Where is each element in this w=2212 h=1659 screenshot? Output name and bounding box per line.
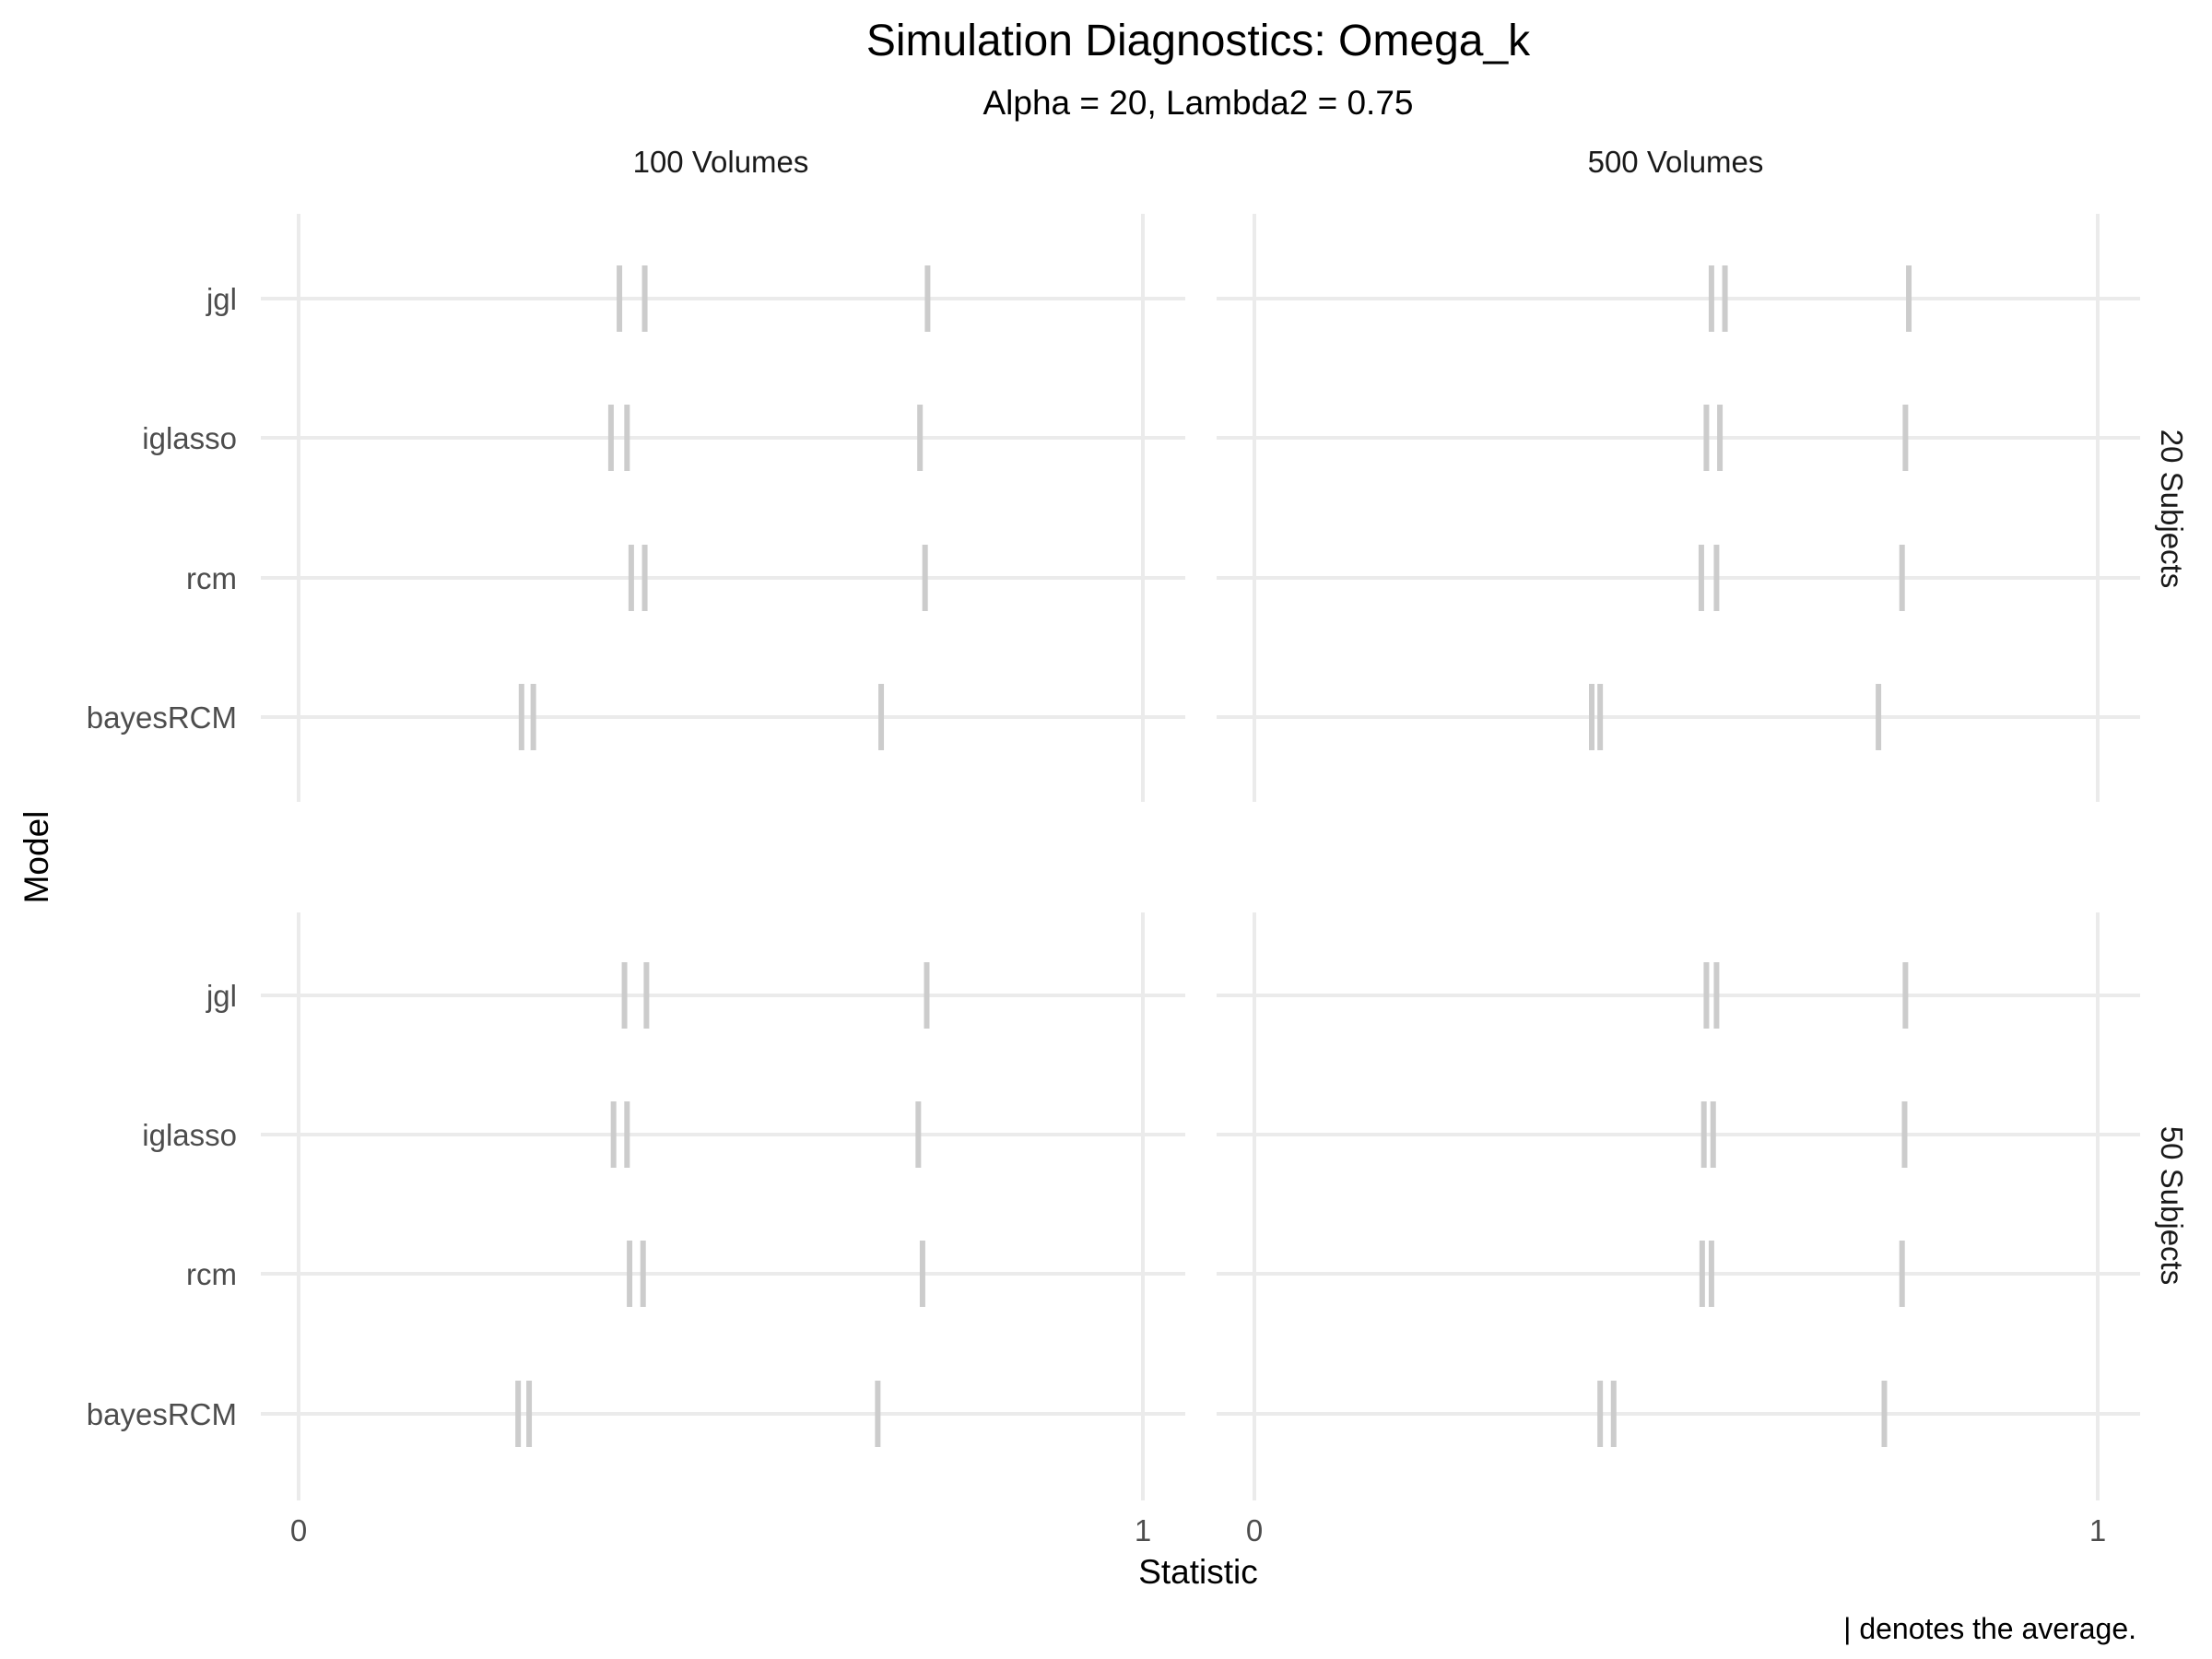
y-tick-label: rcm [186, 561, 237, 595]
x-tick-label: 0 [290, 1513, 307, 1547]
x-axis-label: Statistic [1138, 1553, 1258, 1591]
strip-label-col-0: 100 Volumes [633, 145, 809, 179]
y-tick-label: jgl [206, 979, 237, 1013]
facet-panels: jgl iglasso rcm bayesRCM jgl iglasso rcm bayesR… [87, 214, 2140, 1547]
panel-bottom-left: jgl iglasso rcm bayesRCM 0 1 [87, 912, 1185, 1547]
y-tick-label: jgl [206, 282, 237, 316]
x-tick-label: 0 [1246, 1513, 1263, 1547]
caption: | denotes the average. [1843, 1612, 2136, 1645]
x-tick-label: 1 [2089, 1513, 2106, 1547]
y-tick-label: iglasso [142, 1118, 237, 1152]
chart-subtitle: Alpha = 20, Lambda2 = 0.75 [983, 84, 1414, 122]
strip-label-row-0: 20 Subjects [2155, 429, 2189, 588]
strip-label-row-1: 50 Subjects [2155, 1126, 2189, 1285]
panel-top-right [1217, 214, 2140, 802]
y-tick-label: iglasso [142, 421, 237, 455]
y-axis-label: Model [18, 811, 55, 904]
strip-label-col-1: 500 Volumes [1588, 145, 1764, 179]
y-tick-label: bayesRCM [87, 700, 237, 735]
chart-title: Simulation Diagnostics: Omega_k [866, 17, 1531, 65]
panel-top-left: jgl iglasso rcm bayesRCM [87, 214, 1185, 802]
y-tick-label: bayesRCM [87, 1397, 237, 1431]
y-tick-label: rcm [186, 1257, 237, 1291]
x-tick-label: 1 [1135, 1513, 1151, 1547]
